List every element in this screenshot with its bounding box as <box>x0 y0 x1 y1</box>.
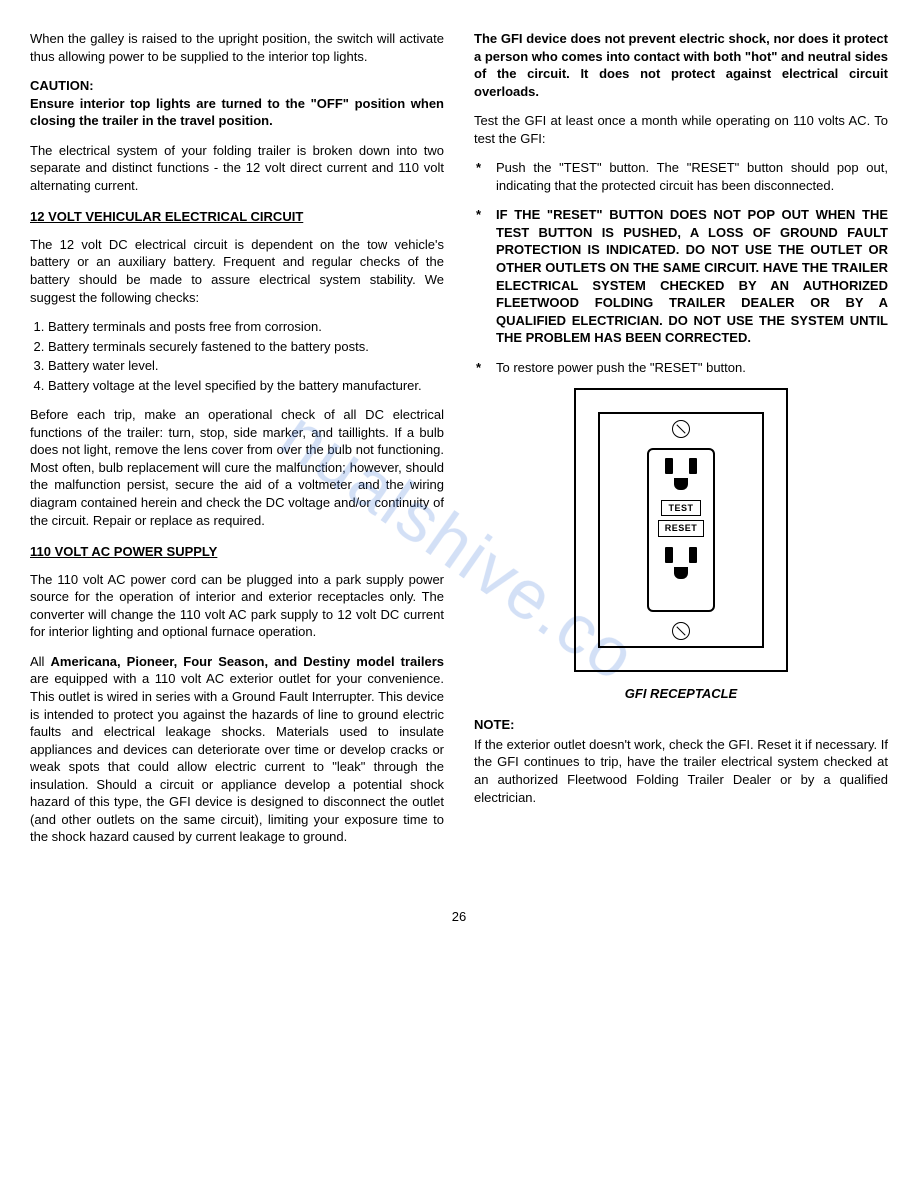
screw-icon <box>672 622 690 640</box>
list-item: Battery voltage at the level specified b… <box>48 377 444 395</box>
slot-icon <box>689 458 697 474</box>
screw-icon <box>672 420 690 438</box>
figure-caption: GFI RECEPTACLE <box>474 685 888 703</box>
slot-icon <box>665 458 673 474</box>
numbered-list: Battery terminals and posts free from co… <box>30 318 444 394</box>
paragraph-continuation: are equipped with a 110 volt AC exterior… <box>30 671 444 844</box>
bottom-slots-group <box>665 547 697 587</box>
note-text: If the exterior outlet doesn't work, che… <box>474 736 888 806</box>
test-button-label: TEST <box>661 500 700 516</box>
list-item: Push the "TEST" button. The "RESET" butt… <box>474 159 888 194</box>
list-item: Battery water level. <box>48 357 444 375</box>
gfi-figure: TEST RESET <box>474 388 888 677</box>
paragraph: Before each trip, make an operational ch… <box>30 406 444 529</box>
list-item: Battery terminals and posts free from co… <box>48 318 444 336</box>
caution-text: Ensure interior top lights are turned to… <box>30 95 444 130</box>
list-item: To restore power push the "RESET" button… <box>474 359 888 377</box>
paragraph: All Americana, Pioneer, Four Season, and… <box>30 653 444 846</box>
paragraph: The 110 volt AC power cord can be plugge… <box>30 571 444 641</box>
top-slots <box>665 458 697 474</box>
bullet-list: Push the "TEST" button. The "RESET" butt… <box>474 159 888 376</box>
paragraph: Test the GFI at least once a month while… <box>474 112 888 147</box>
caution-heading: CAUTION: <box>30 77 444 95</box>
left-column: When the galley is raised to the upright… <box>30 30 444 858</box>
paragraph: When the galley is raised to the upright… <box>30 30 444 65</box>
bottom-slots <box>665 547 697 563</box>
warning-paragraph: The GFI device does not prevent electric… <box>474 30 888 100</box>
section-heading: 12 VOLT VEHICULAR ELECTRICAL CIRCUIT <box>30 208 444 226</box>
ground-hole-icon <box>674 478 688 490</box>
list-item: Battery terminals securely fastened to t… <box>48 338 444 356</box>
reset-button-label: RESET <box>658 520 705 536</box>
section-heading: 110 VOLT AC POWER SUPPLY <box>30 543 444 561</box>
list-item-warning: IF THE "RESET" BUTTON DOES NOT POP OUT W… <box>474 206 888 346</box>
right-column: The GFI device does not prevent electric… <box>474 30 888 858</box>
paragraph: The 12 volt DC electrical circuit is dep… <box>30 236 444 306</box>
slot-icon <box>665 547 673 563</box>
paragraph: The electrical system of your folding tr… <box>30 142 444 195</box>
page-number: 26 <box>30 908 888 926</box>
outlet-plate: TEST RESET <box>598 412 764 648</box>
model-names: Americana, Pioneer, Four Season, and Des… <box>51 654 445 669</box>
outlet-body: TEST RESET <box>647 448 715 612</box>
note-heading: NOTE: <box>474 716 888 734</box>
outlet-outer-box: TEST RESET <box>574 388 788 672</box>
two-column-layout: When the galley is raised to the upright… <box>30 30 888 858</box>
ground-hole-icon <box>674 567 688 579</box>
slot-icon <box>689 547 697 563</box>
